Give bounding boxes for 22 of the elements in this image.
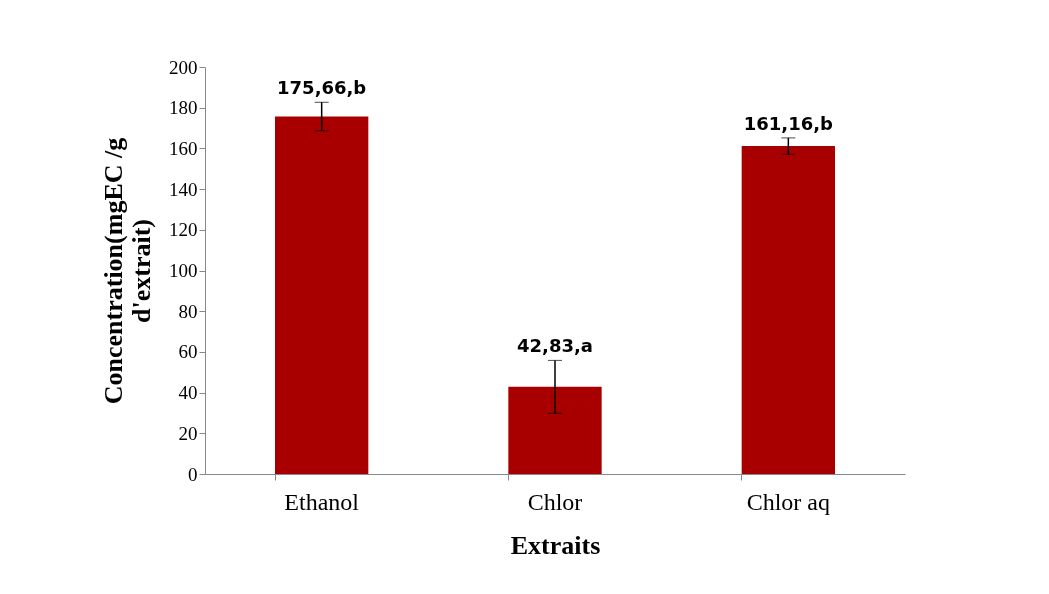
y-axis-title: Concentration(mgEC /g d'extrait): [99, 137, 156, 405]
bar: [508, 386, 602, 474]
y-tick-label: 180: [169, 97, 198, 119]
bar: [275, 116, 369, 474]
y-tick-label: 40: [178, 382, 198, 404]
x-tick-label: Ethanol: [284, 488, 360, 515]
data-label: 175,66,b: [277, 77, 367, 99]
y-tick-label: 140: [169, 178, 198, 200]
y-tick-label: 60: [178, 341, 198, 363]
x-axis-title: Extraits: [510, 530, 601, 560]
y-tick-label: 80: [178, 300, 198, 322]
bar: [741, 146, 835, 474]
data-label: 42,83,a: [517, 335, 593, 357]
data-label: 161,16,b: [743, 112, 834, 134]
y-tick-label: 120: [169, 219, 198, 241]
y-tick-label: 0: [188, 463, 198, 485]
y-tick-label: 160: [169, 137, 198, 159]
x-tick-label: Chlor aq: [746, 488, 830, 515]
y-tick-label: 20: [178, 422, 198, 444]
x-tick-label: Chlor: [527, 488, 583, 515]
y-tick-label: 100: [169, 260, 198, 281]
y-tick-label: 200: [169, 56, 198, 78]
